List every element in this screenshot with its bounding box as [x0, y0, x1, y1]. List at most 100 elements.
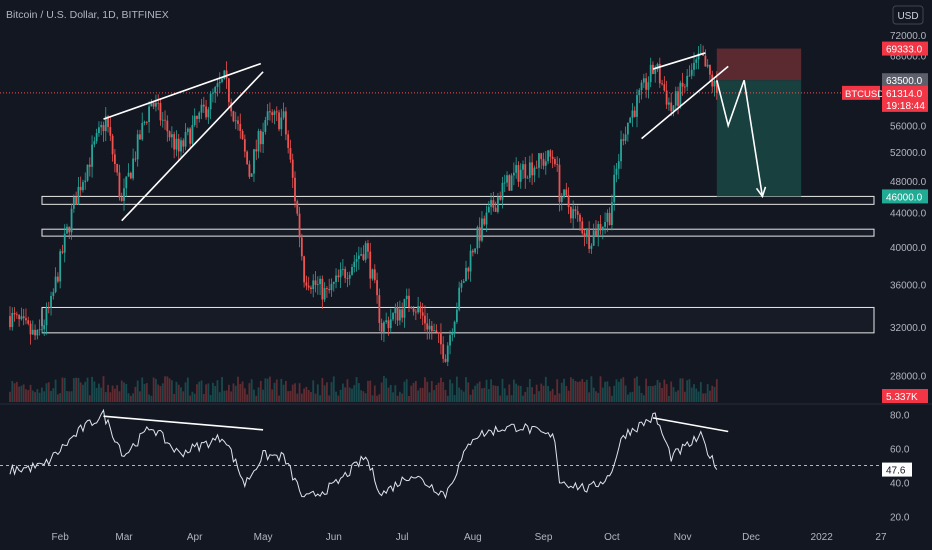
candle-body — [125, 176, 128, 189]
volume-bar — [501, 378, 504, 402]
volume-bar — [77, 377, 80, 402]
candle-body — [654, 69, 657, 74]
volume-bar — [323, 385, 326, 402]
candle-body — [681, 82, 684, 87]
rsi-trendline[interactable] — [103, 415, 264, 431]
volume-bar — [704, 393, 707, 402]
volume-bar — [66, 391, 68, 402]
last-price-bg — [882, 85, 928, 112]
volume-bar — [565, 385, 568, 402]
volume-bar — [41, 387, 43, 402]
candle-body — [257, 130, 260, 152]
volume-bar — [339, 389, 342, 402]
volume-bar — [440, 377, 442, 402]
trendline[interactable] — [121, 71, 264, 222]
candle-body — [567, 195, 570, 208]
candle-body — [287, 134, 290, 149]
candle-body — [339, 269, 342, 278]
volume-bar — [401, 393, 404, 402]
candle-body — [460, 282, 463, 288]
volume-bar — [531, 387, 534, 402]
trendline[interactable] — [641, 65, 729, 140]
volume-bar — [346, 379, 349, 402]
trendline[interactable] — [652, 52, 706, 70]
candle-body — [95, 133, 98, 142]
support-zone[interactable] — [41, 228, 875, 237]
time-tick-label: Sep — [535, 532, 553, 543]
candle-body — [221, 78, 223, 82]
candle-body — [421, 312, 424, 316]
last-price-label: 61314.0 — [886, 89, 923, 100]
candle-body — [111, 135, 114, 155]
volume-bar — [43, 391, 46, 402]
candle-body — [396, 307, 399, 321]
stop-price-label: 69333.0 — [886, 45, 923, 56]
support-zone[interactable] — [41, 306, 875, 334]
candle-body — [11, 312, 14, 328]
trendline[interactable] — [103, 62, 262, 120]
volume-bar — [184, 382, 187, 402]
support-zone[interactable] — [41, 195, 875, 205]
volume-bar — [670, 381, 673, 402]
volume-bar — [369, 380, 372, 402]
volume-bar — [107, 384, 109, 402]
candle-body — [191, 124, 194, 144]
volume-bar — [362, 391, 365, 402]
candle-body — [230, 102, 233, 112]
volume-bar — [173, 393, 176, 402]
candle-body — [212, 92, 214, 94]
candle-body — [159, 103, 162, 121]
volume-bar — [458, 387, 461, 402]
volume-bar — [357, 383, 360, 402]
volume-bar — [332, 376, 335, 402]
volume-bar — [278, 395, 280, 402]
volume-bar — [629, 392, 632, 402]
volume-bar — [542, 385, 545, 402]
candle-body — [129, 172, 132, 179]
rsi-trendline[interactable] — [652, 417, 729, 433]
volume-bar — [683, 391, 686, 402]
volume-bar — [314, 393, 317, 402]
candle-body — [266, 111, 269, 121]
candle-body — [494, 207, 497, 212]
candle-body — [451, 333, 454, 336]
volume-bar — [649, 386, 652, 402]
volume-bar — [715, 379, 718, 402]
candle-body — [424, 315, 426, 324]
volume-bar — [442, 382, 445, 402]
candle-body — [670, 102, 673, 112]
volume-bar — [248, 383, 251, 402]
projection-arrowhead[interactable] — [755, 186, 767, 199]
trendline-drawings[interactable] — [103, 52, 767, 222]
price-tick-label: 28000.0 — [890, 371, 927, 382]
volume-bar — [250, 379, 253, 402]
stop-loss-zone[interactable] — [716, 48, 802, 81]
short-position-tool[interactable] — [0, 48, 880, 197]
volume-bar — [102, 376, 105, 402]
candle-body — [601, 226, 604, 231]
volume-bar — [364, 393, 367, 402]
volume-bar — [326, 382, 328, 402]
candle-body — [658, 63, 661, 84]
candle-body — [31, 329, 34, 335]
volume-bar — [522, 395, 524, 402]
candle-body — [223, 70, 226, 79]
currency-button[interactable]: USD — [892, 5, 924, 25]
projection-path[interactable] — [716, 79, 764, 197]
volume-bar — [679, 378, 682, 402]
volume-bar — [414, 380, 417, 402]
candle-body — [132, 158, 135, 179]
volume-bar — [75, 377, 78, 402]
candle-body — [526, 177, 529, 179]
volume-bar — [547, 385, 549, 402]
volume-bar — [284, 380, 287, 402]
candle-body — [665, 90, 668, 105]
volume-bar — [280, 378, 283, 402]
candle-body — [364, 243, 367, 260]
candle-body — [642, 78, 645, 83]
volume-bar — [471, 389, 474, 402]
candle-body — [15, 314, 18, 316]
entry-price-label-bg — [882, 73, 928, 88]
